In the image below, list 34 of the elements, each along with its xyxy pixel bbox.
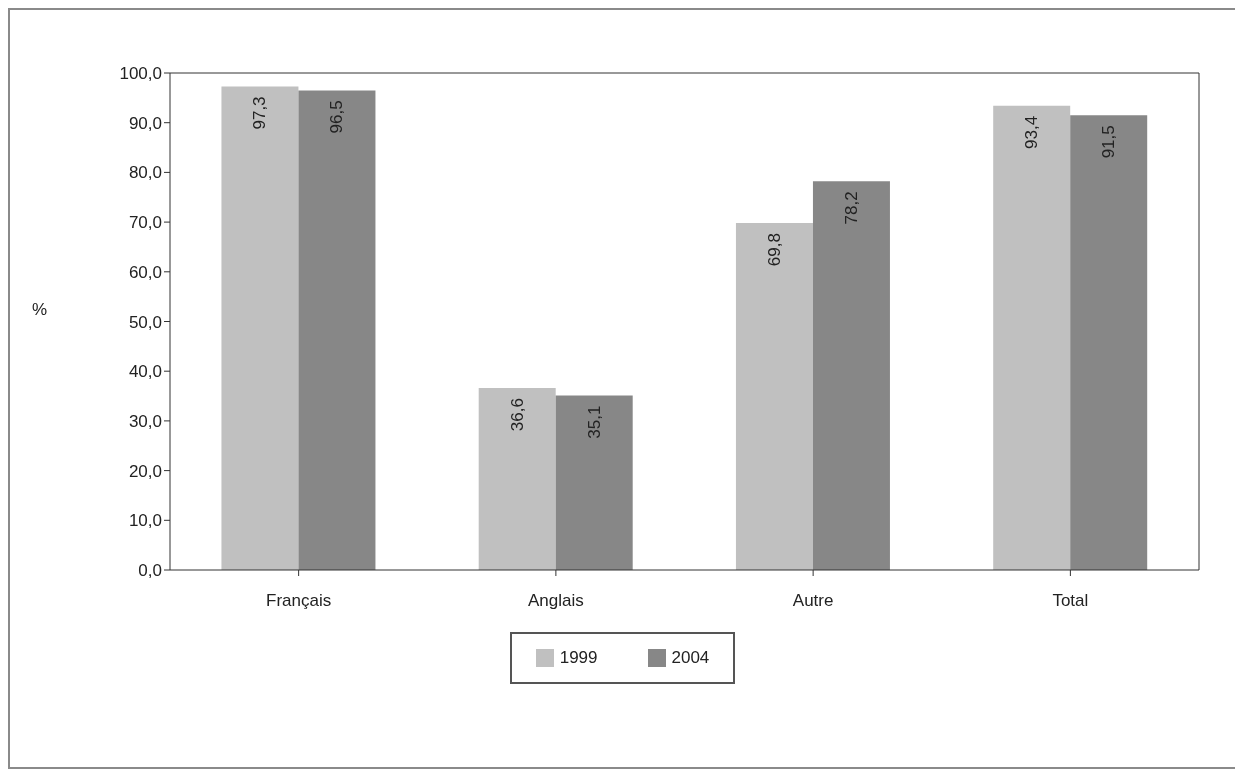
bar xyxy=(735,223,813,570)
y-tick-label: 20,0 xyxy=(128,461,162,481)
y-tick-label: 0,0 xyxy=(138,561,162,581)
data-label: 97,3 xyxy=(250,96,270,130)
x-tick-label: Français xyxy=(266,591,332,611)
data-label: 36,6 xyxy=(507,398,527,432)
y-tick-label: 10,0 xyxy=(128,511,162,531)
y-tick-label: 60,0 xyxy=(128,262,162,282)
data-label: 78,2 xyxy=(841,191,861,225)
y-tick-label: 90,0 xyxy=(128,113,162,133)
x-tick-label: Anglais xyxy=(527,591,584,611)
bar xyxy=(298,90,376,570)
y-axis-title: % xyxy=(32,300,48,320)
data-label: 35,1 xyxy=(584,405,604,439)
y-tick-label: 40,0 xyxy=(128,362,162,382)
data-label: 96,5 xyxy=(327,100,347,134)
data-label: 91,5 xyxy=(1099,125,1119,159)
bar xyxy=(478,388,556,570)
x-tick-label: Autre xyxy=(792,591,834,611)
bar xyxy=(1070,115,1148,570)
y-tick-label: 80,0 xyxy=(128,163,162,183)
bar xyxy=(993,105,1071,570)
y-tick-label: 70,0 xyxy=(128,213,162,233)
legend-label: 1999 xyxy=(558,648,598,668)
y-tick-label: 30,0 xyxy=(128,411,162,431)
data-label: 69,8 xyxy=(764,233,784,267)
x-tick-label: Total xyxy=(1052,591,1089,611)
data-label: 93,4 xyxy=(1022,115,1042,149)
bar xyxy=(812,181,890,570)
y-tick-label: 100,0 xyxy=(119,64,162,84)
bar xyxy=(555,395,633,570)
legend-label: 2004 xyxy=(670,648,710,668)
bar xyxy=(221,86,299,570)
y-tick-label: 50,0 xyxy=(128,312,162,332)
